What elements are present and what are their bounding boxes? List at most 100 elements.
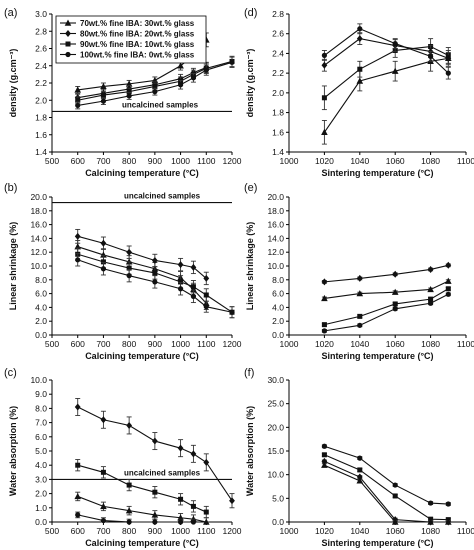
data-point-square	[100, 259, 106, 265]
series-line	[77, 246, 207, 304]
y-tick-label: 20.0	[30, 192, 47, 202]
x-tick-label: 600	[71, 526, 85, 536]
x-tick-label: 1200	[223, 339, 242, 349]
x-tick-label: 800	[122, 526, 136, 536]
series-diamond	[74, 398, 235, 509]
data-point-triangle	[356, 290, 364, 297]
x-axis-title: Calcining temperature (°C)	[85, 351, 199, 361]
y-axis-title: Linear shrinkage (%)	[245, 222, 255, 311]
y-tick-label: 8.0	[272, 275, 284, 285]
data-point-circle	[357, 322, 363, 328]
data-point-diamond	[445, 54, 452, 62]
data-point-circle	[428, 300, 434, 306]
data-point-square	[392, 493, 398, 499]
data-point-circle	[126, 519, 132, 525]
y-tick-label: 3.0	[35, 9, 47, 19]
data-point-circle	[392, 306, 398, 312]
data-point-triangle	[356, 77, 364, 84]
x-tick-label: 1060	[386, 526, 405, 536]
chart-panel-d: (d) 1.4 1.6 1.8 2.0 2.2 2.4 2.6 2.8 1000 1020 1040 1…	[244, 7, 474, 178]
y-tick-label: 4.0	[35, 302, 47, 312]
panel-label: (f)	[244, 367, 254, 379]
y-tick-label: 9.0	[35, 389, 47, 399]
y-tick-label: 2.8	[272, 9, 284, 19]
legend-marker-triangle	[64, 19, 72, 26]
data-point-square	[178, 496, 184, 502]
data-point-diamond	[356, 473, 363, 481]
x-tick-label: 1100	[197, 339, 216, 349]
data-point-diamond	[229, 497, 235, 505]
x-tick-label: 1100	[457, 156, 474, 166]
y-tick-label: 5.0	[272, 493, 284, 503]
data-point-circle	[177, 82, 184, 88]
x-tick-label: 1000	[171, 339, 190, 349]
data-point-square	[152, 270, 158, 276]
data-point-triangle	[151, 511, 159, 518]
data-point-circle	[392, 482, 398, 488]
data-point-circle	[321, 328, 327, 334]
data-point-square	[190, 284, 196, 290]
y-tick-label: 0.0	[35, 330, 47, 340]
data-point-square	[321, 322, 327, 328]
x-tick-label: 1080	[421, 339, 440, 349]
series-circle	[321, 291, 451, 334]
x-tick-label: 800	[122, 156, 136, 166]
x-axis-title: Sintering temperature (°C)	[321, 538, 433, 548]
series-circle	[321, 443, 451, 507]
data-point-square	[126, 482, 132, 488]
legend-box	[55, 15, 207, 64]
data-point-square	[428, 296, 434, 302]
data-point-circle	[152, 89, 158, 95]
x-tick-label: 1000	[280, 339, 299, 349]
data-point-circle	[445, 501, 451, 507]
x-tick-label: 1040	[350, 339, 369, 349]
x-tick-label: 600	[71, 156, 85, 166]
data-point-square	[190, 503, 196, 509]
y-tick-label: 7.0	[35, 418, 47, 428]
y-tick-label: 1.6	[35, 130, 47, 140]
x-tick-label: 700	[96, 339, 110, 349]
series-circle	[75, 56, 235, 110]
y-tick-label: 2.0	[35, 316, 47, 326]
data-point-square	[203, 509, 209, 515]
data-point-square	[321, 95, 327, 101]
data-point-square	[178, 279, 184, 285]
chart-panel-f: (f) 0.0 5.0 10.0 15.0 20.0 25.0 30.0 1000 1020 104…	[244, 367, 474, 548]
y-tick-label: 2.2	[35, 78, 47, 88]
data-point-circle	[100, 517, 107, 524]
y-tick-label: 16.0	[267, 220, 284, 230]
y-tick-label: 12.0	[30, 247, 47, 257]
data-point-triangle	[321, 461, 328, 468]
y-tick-label: 1.8	[35, 113, 47, 123]
data-point-circle	[357, 455, 363, 461]
y-tick-label: 30.0	[267, 375, 284, 385]
data-point-triangle	[177, 62, 184, 69]
data-point-triangle	[125, 80, 133, 87]
data-point-circle	[190, 293, 197, 299]
data-point-square	[357, 66, 363, 72]
x-tick-label: 1000	[171, 156, 190, 166]
legend-marker-diamond	[65, 30, 71, 37]
data-point-diamond	[100, 239, 107, 247]
data-point-diamond	[74, 232, 81, 240]
y-tick-label: 2.6	[272, 29, 284, 39]
y-tick-label: 2.4	[272, 48, 284, 58]
data-point-triangle	[125, 507, 133, 514]
legend: 70wt.% fine IBA: 30wt.% glass 80wt.% fine…	[55, 15, 207, 64]
series-line	[324, 445, 449, 505]
data-point-triangle	[100, 82, 107, 90]
y-tick-label: 14.0	[30, 233, 47, 243]
y-tick-label: 18.0	[30, 206, 47, 216]
y-tick-label: 2.6	[35, 44, 47, 54]
x-axis-title: Sintering temperature (°C)	[321, 351, 433, 361]
x-tick-label: 800	[122, 339, 136, 349]
x-tick-label: 900	[148, 339, 162, 349]
y-tick-label: 8.0	[35, 275, 47, 285]
chart-panel-a: (a) 1.4 1.6 1.8 2.0 2.2 2.4 2.6 2.8 3.0 500 600 700 8…	[4, 7, 242, 178]
data-point-triangle	[100, 251, 107, 258]
data-point-diamond	[203, 274, 210, 282]
x-tick-label: 1080	[421, 526, 440, 536]
y-tick-label: 4.0	[272, 302, 284, 312]
data-point-square	[75, 462, 81, 468]
series-square	[75, 459, 209, 519]
